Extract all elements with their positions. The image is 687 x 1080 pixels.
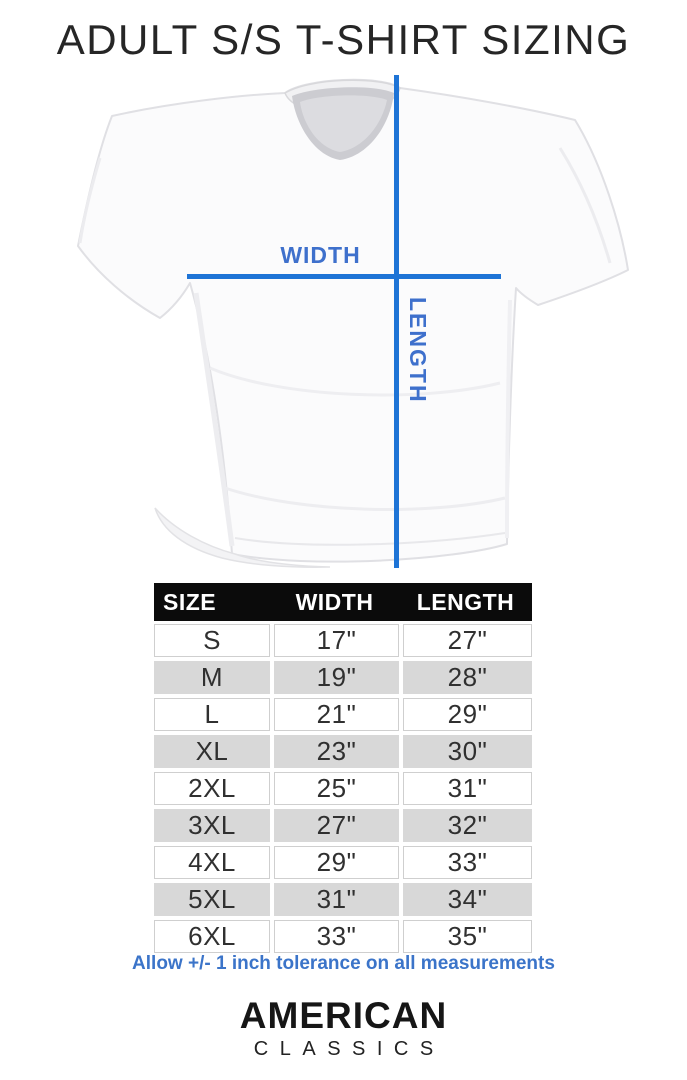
header-width: WIDTH: [295, 588, 374, 615]
page-title: ADULT S/S T-SHIRT SIZING: [56, 16, 631, 63]
size-chart-table: SIZE WIDTH LENGTH S 17" 27" M 19" 28" L …: [154, 583, 532, 957]
table-row: M 19" 28": [154, 661, 532, 694]
table-row: 2XL 25" 31": [154, 772, 532, 805]
table-row: S 17" 27": [154, 624, 532, 657]
width-cell: 17": [274, 624, 399, 657]
size-cell: XL: [154, 735, 270, 768]
size-cell: M: [154, 661, 270, 694]
table-row: 4XL 29" 33": [154, 846, 532, 879]
table-row: XL 23" 30": [154, 735, 532, 768]
size-cell: S: [154, 624, 270, 657]
brand-logo: AMERICAN CLASSICS: [0, 995, 687, 1061]
length-cell: 34": [403, 883, 532, 916]
size-cell: L: [154, 698, 270, 731]
table-row: 3XL 27" 32": [154, 809, 532, 842]
length-cell: 30": [403, 735, 532, 768]
table-row: 5XL 31" 34": [154, 883, 532, 916]
length-cell: 29": [403, 698, 532, 731]
length-label: LENGTH: [405, 297, 431, 404]
brand-name-line2: CLASSICS: [253, 1037, 445, 1060]
width-cell: 29": [274, 846, 399, 879]
tshirt-graphic: [77, 78, 629, 568]
brand-name-line1: AMERICAN: [239, 995, 448, 1036]
table-row: L 21" 29": [154, 698, 532, 731]
length-measure-line: [394, 75, 399, 568]
length-cell: 35": [403, 920, 532, 953]
header-length: LENGTH: [416, 588, 515, 615]
length-cell: 28": [403, 661, 532, 694]
size-cell: 2XL: [154, 772, 270, 805]
size-cell: 5XL: [154, 883, 270, 916]
width-cell: 19": [274, 661, 399, 694]
size-cell: 4XL: [154, 846, 270, 879]
length-cell: 27": [403, 624, 532, 657]
width-cell: 31": [274, 883, 399, 916]
tshirt-illustration: [0, 68, 687, 578]
length-cell: 31": [403, 772, 532, 805]
size-cell: 6XL: [154, 920, 270, 953]
length-cell: 33": [403, 846, 532, 879]
width-cell: 23": [274, 735, 399, 768]
table-body: S 17" 27" M 19" 28" L 21" 29" XL 23" 30"…: [154, 624, 532, 953]
table-row: 6XL 33" 35": [154, 920, 532, 953]
width-cell: 21": [274, 698, 399, 731]
width-measure-line: [187, 274, 501, 279]
header-size: SIZE: [163, 588, 217, 615]
width-cell: 33": [274, 920, 399, 953]
size-cell: 3XL: [154, 809, 270, 842]
tolerance-note: Allow +/- 1 inch tolerance on all measur…: [132, 953, 555, 974]
width-label: WIDTH: [280, 242, 361, 268]
width-cell: 25": [274, 772, 399, 805]
length-cell: 32": [403, 809, 532, 842]
width-cell: 27": [274, 809, 399, 842]
table-header-row: SIZE WIDTH LENGTH: [154, 583, 532, 621]
